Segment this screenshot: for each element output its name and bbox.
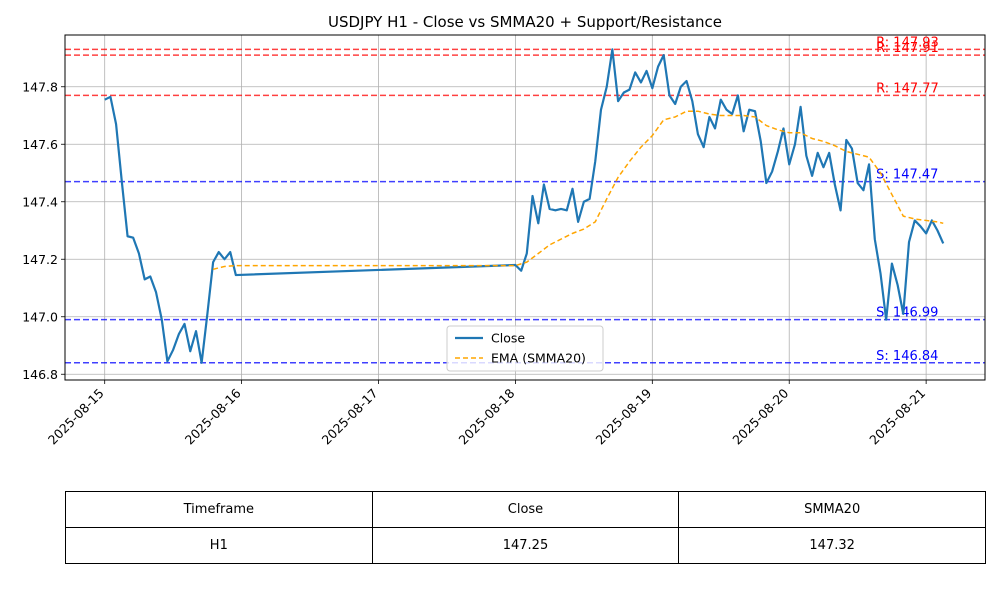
cell-timeframe: H1 [65, 527, 373, 564]
support-label: S: 146.84 [876, 349, 938, 364]
legend-close-label: Close [491, 331, 525, 346]
header-close: Close [371, 491, 680, 528]
resistance-label: R: 147.93 [876, 35, 939, 50]
chart-title: USDJPY H1 - Close vs SMMA20 + Support/Re… [328, 13, 722, 31]
y-tick-label: 147.2 [22, 252, 58, 267]
chart: USDJPY H1 - Close vs SMMA20 + Support/Re… [22, 13, 986, 447]
summary-header-row: Timeframe Close SMMA20 [65, 491, 986, 528]
x-tick-label: 2025-08-19 [592, 385, 654, 447]
summary-data-row: H1 147.25 147.32 [65, 527, 986, 564]
y-tick-label: 147.6 [22, 137, 58, 152]
plot-frame [64, 34, 986, 381]
support-label: S: 147.47 [876, 168, 938, 183]
x-tick-label: 2025-08-21 [866, 386, 928, 448]
x-tick-label: 2025-08-20 [729, 385, 791, 447]
x-tick-label: 2025-08-16 [182, 385, 244, 447]
support-label: S: 146.99 [876, 306, 938, 321]
y-tick-label: 147.8 [22, 79, 58, 94]
close-series-line [104, 48, 945, 364]
x-tick-label: 2025-08-15 [45, 386, 107, 448]
y-tick-label: 147.4 [22, 194, 58, 209]
header-timeframe: Timeframe [65, 491, 373, 528]
support-resistance-lines: R: 147.93R: 147.91 R: 147.77 S: 147.47 S: 1… [65, 35, 985, 364]
cell-close: 147.25 [371, 527, 680, 564]
legend-ema-label: EMA (SMMA20) [491, 351, 586, 366]
x-tick-label: 2025-08-18 [456, 385, 518, 447]
axes: 2025-08-15 2025-08-16 2025-08-17 2025-08-18… [22, 79, 928, 447]
series [104, 48, 945, 364]
resistance-label: R: 147.91 [876, 41, 939, 56]
y-tick-label: 146.8 [22, 367, 58, 382]
smma20-series-line [212, 110, 944, 271]
y-tick-label: 147.0 [22, 309, 58, 324]
summary-table: Timeframe Close SMMA20 H1 147.25 147.32 [65, 491, 986, 564]
grid [65, 35, 985, 380]
header-smma20: SMMA20 [678, 491, 986, 528]
legend: Close EMA (SMMA20) [446, 325, 604, 372]
legend-box [446, 325, 604, 372]
cell-smma20: 147.32 [678, 527, 986, 564]
resistance-label: R: 147.77 [876, 81, 939, 96]
x-tick-label: 2025-08-17 [319, 386, 381, 448]
